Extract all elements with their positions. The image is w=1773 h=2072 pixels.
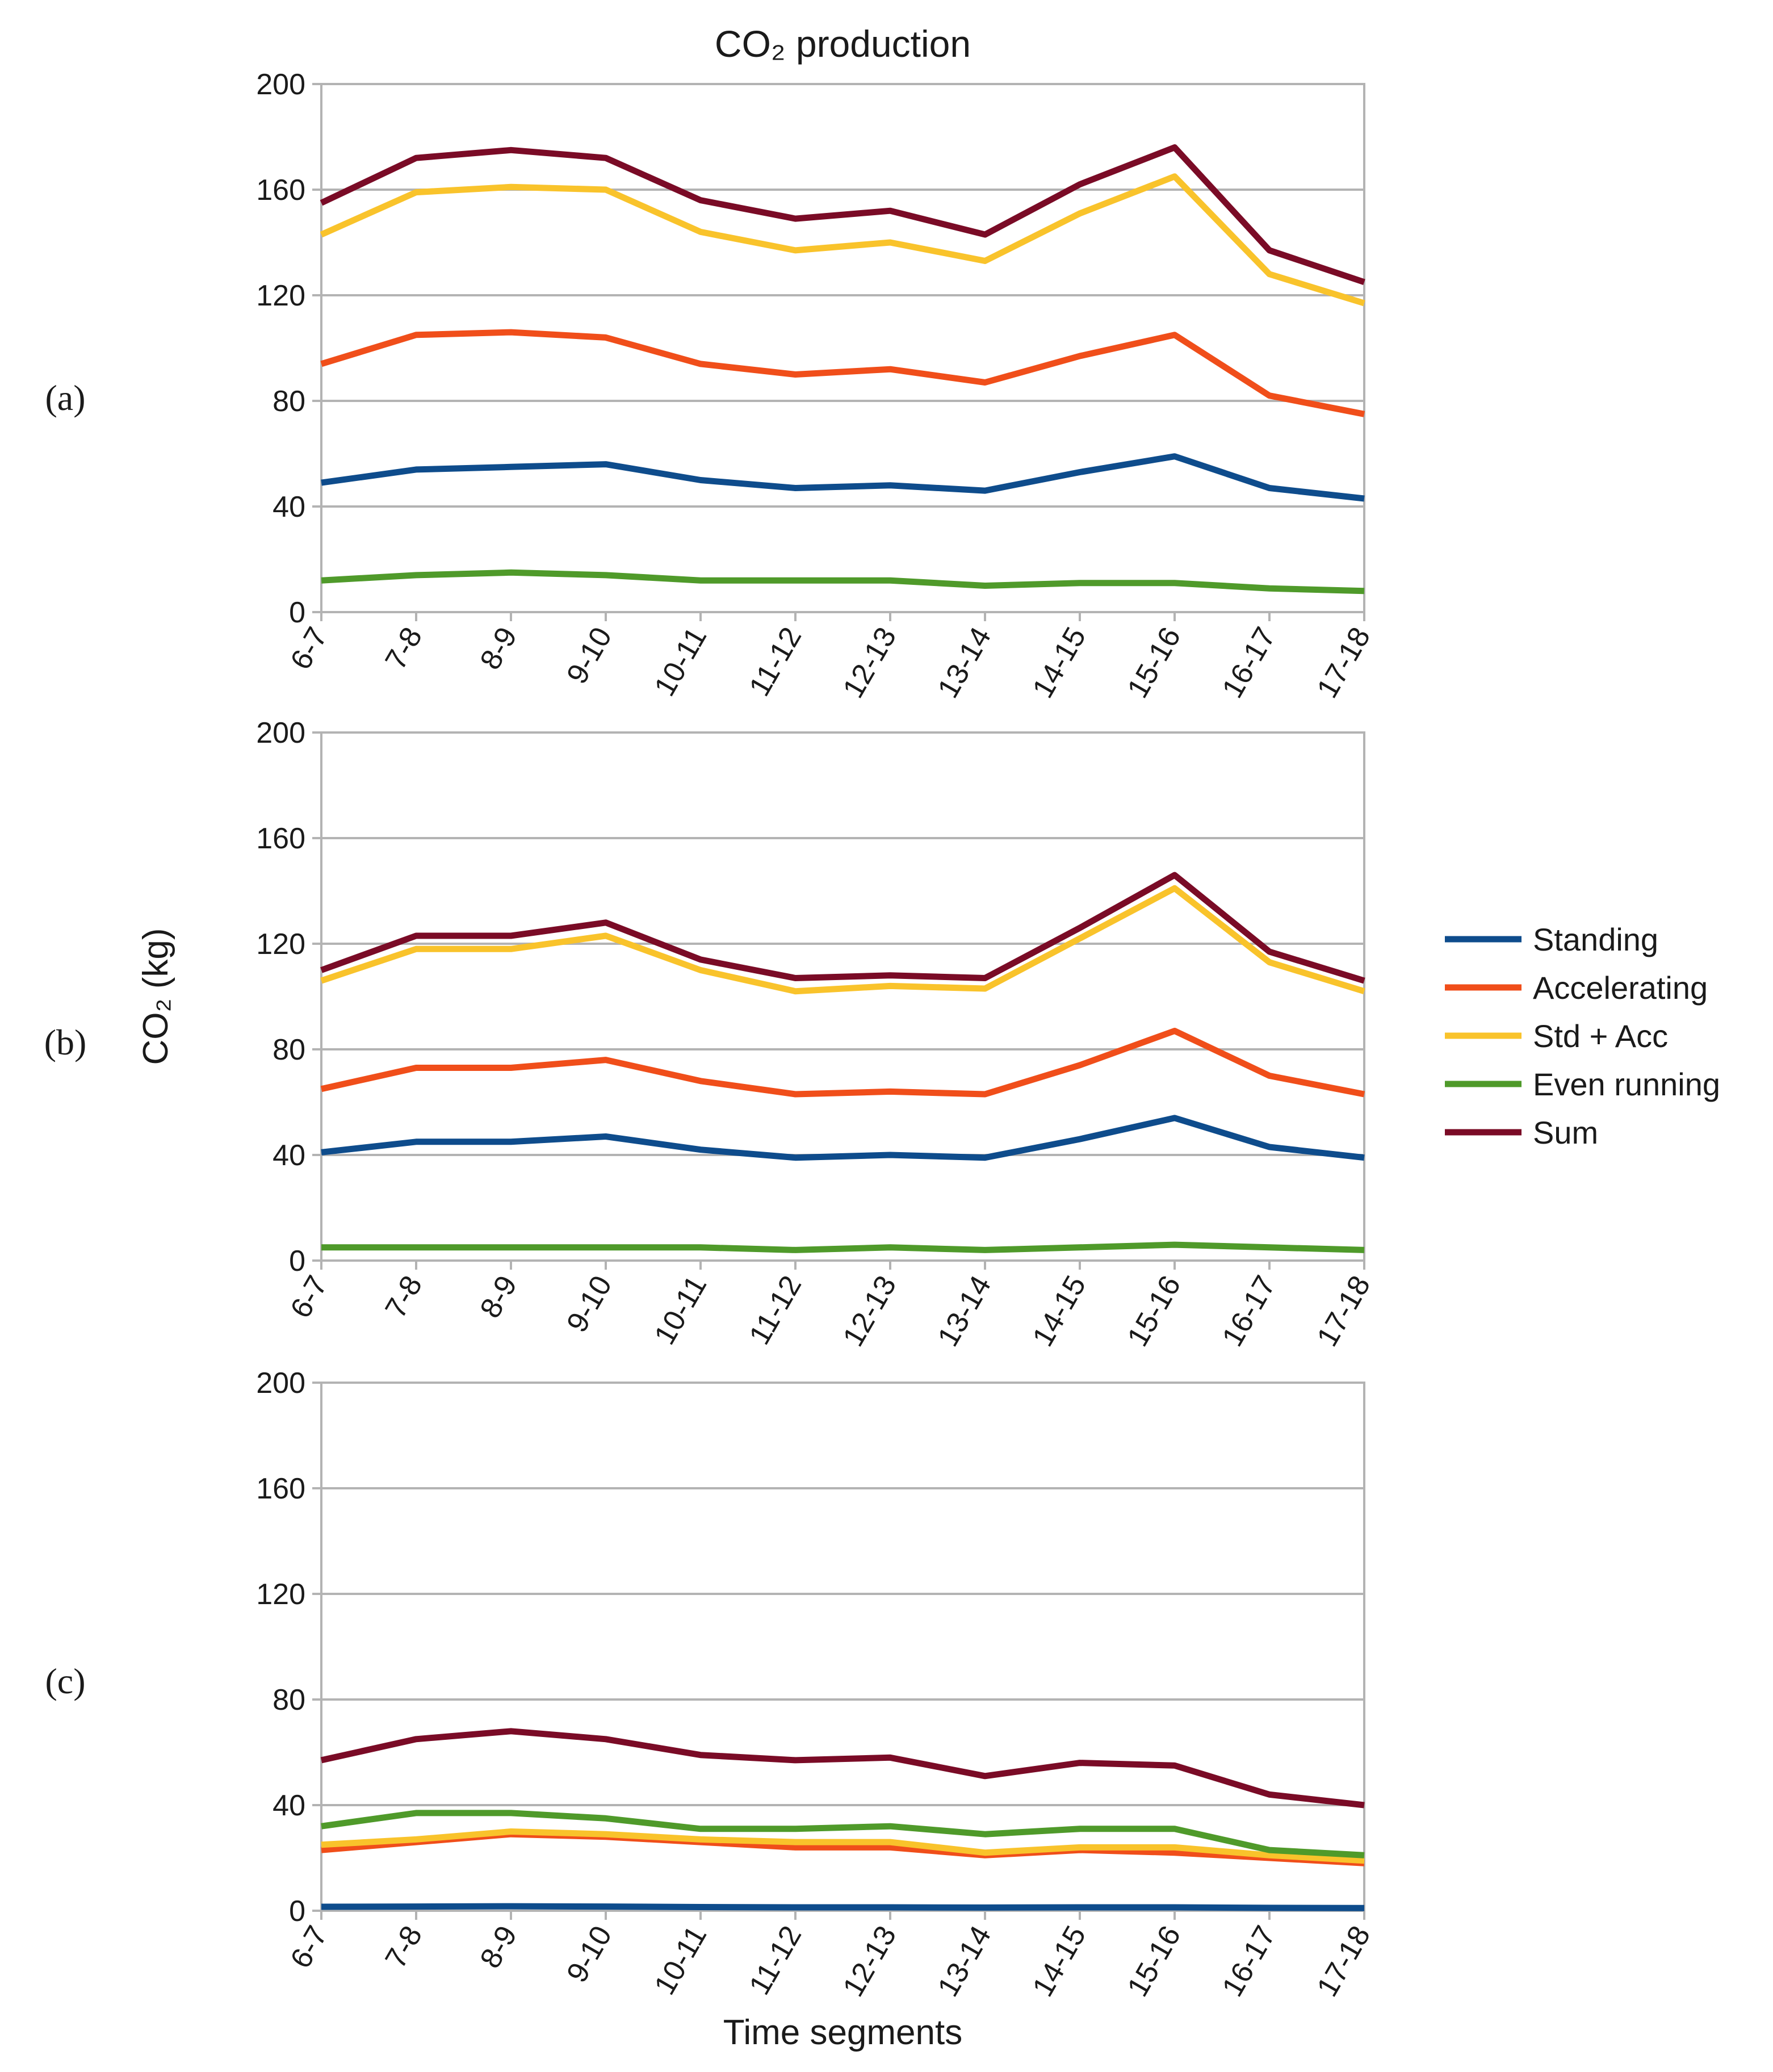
x-tick-label: 8-9	[474, 1270, 524, 1324]
x-tick-label: 9-10	[560, 1270, 618, 1338]
series-line-sum	[320, 1728, 1365, 1809]
x-tick-label: 16-17	[1216, 1920, 1282, 2002]
x-tick-label: 16-17	[1216, 622, 1282, 704]
x-tick-label: 10-11	[648, 1920, 714, 2000]
x-tick-label: 10-11	[648, 622, 714, 702]
series-line-sum	[320, 144, 1365, 286]
x-tick-label: 10-11	[648, 1270, 714, 1350]
panel-label-a: (a)	[45, 378, 85, 418]
plot-frame	[320, 83, 1365, 613]
y-tick-label: 80	[273, 1684, 305, 1717]
series-line-even-running	[321, 569, 1365, 595]
y-axis-label: CO₂ (kg)	[136, 928, 175, 1065]
y-tick-label: 0	[289, 1895, 305, 1928]
y-tick-label: 160	[256, 1472, 305, 1505]
plot-frame	[320, 1382, 1365, 1912]
y-tick-label: 80	[273, 1033, 305, 1066]
legend: Standing Accelerating Std + Acc Even runnin…	[1445, 922, 1720, 1150]
y-tick-label: 200	[256, 1367, 305, 1400]
x-tick-label: 13-14	[932, 1270, 998, 1352]
y-tick-label: 200	[256, 717, 305, 750]
x-tick-label: 7-8	[379, 1920, 429, 1974]
x-tick-label: 6-7	[284, 622, 334, 675]
x-tick-label: 13-14	[932, 622, 998, 704]
x-tick-label: 17-18	[1311, 622, 1377, 704]
series-line-even-running	[321, 1810, 1365, 1858]
x-tick-label: 13-14	[932, 1920, 998, 2002]
series-line-std-acc	[320, 173, 1365, 307]
series-line-accelerating	[320, 329, 1365, 417]
x-tick-label: 14-15	[1026, 1920, 1093, 2002]
series-line-standing	[321, 453, 1365, 502]
y-tick-label: 120	[256, 928, 305, 961]
x-tick-label: 16-17	[1216, 1270, 1282, 1352]
chart-title: CO₂ production	[715, 23, 971, 65]
y-tick-label: 0	[289, 596, 305, 629]
series-line-std-acc	[321, 1828, 1365, 1864]
chart-panel-c: 0 40 80 120 160 200 6-7 7-8 8-9 9-10 10-11 11-12 12-…	[45, 1367, 1377, 2052]
y-tick-label: 80	[273, 385, 305, 418]
chart-panel-a: 0 40 80 120 160 200 6-7 7-8 8-9 9-10 10-11 11-12 12-…	[45, 23, 1377, 704]
x-tick-label: 6-7	[284, 1270, 334, 1324]
x-tick-label: 9-10	[560, 622, 618, 689]
legend-label-standing: Standing	[1533, 922, 1658, 957]
x-tick-label: 14-15	[1026, 1270, 1093, 1352]
x-tick-label: 17-18	[1311, 1270, 1377, 1352]
legend-label-accelerating: Accelerating	[1533, 970, 1708, 1006]
x-tick-label: 11-12	[743, 1920, 808, 2000]
y-tick-label: 200	[256, 68, 305, 101]
x-tick-label: 9-10	[560, 1920, 618, 1988]
series-line-standing	[321, 1903, 1365, 1911]
y-tick-label: 0	[289, 1245, 305, 1278]
series-line-sum	[320, 872, 1365, 984]
x-tick-label: 15-16	[1121, 1920, 1188, 2002]
y-tick-label: 120	[256, 279, 305, 312]
legend-label-sum: Sum	[1533, 1115, 1598, 1150]
panel-label-b: (b)	[44, 1022, 87, 1062]
y-tick-label: 40	[273, 1789, 305, 1822]
x-tick-label: 11-12	[743, 1270, 808, 1350]
y-tick-label: 160	[256, 822, 305, 855]
chart-panel-b: 0 40 80 120 160 200 6-7 7-8 8-9 9-10 10-11 11-12 12-…	[44, 717, 1377, 1352]
series-line-accelerating	[320, 1028, 1365, 1098]
y-tick-label: 40	[273, 1139, 305, 1172]
x-tick-label: 7-8	[379, 1270, 429, 1324]
series-line-std-acc	[320, 885, 1365, 995]
x-tick-label: 15-16	[1121, 622, 1188, 704]
x-tick-label: 7-8	[379, 622, 429, 675]
y-tick-label: 160	[256, 174, 305, 207]
x-tick-label: 8-9	[474, 622, 524, 675]
x-axis-label: Time segments	[723, 2013, 963, 2052]
y-tick-label: 40	[273, 491, 305, 524]
legend-label-std-acc: Std + Acc	[1533, 1018, 1668, 1054]
x-tick-label: 17-18	[1311, 1920, 1377, 2002]
x-tick-label: 12-13	[837, 1920, 903, 2002]
series-line-even-running	[321, 1241, 1365, 1253]
x-tick-label: 11-12	[743, 622, 808, 702]
plot-frame	[320, 731, 1365, 1262]
panel-label-c: (c)	[45, 1661, 85, 1701]
series-line-standing	[321, 1115, 1365, 1161]
x-tick-label: 6-7	[284, 1920, 334, 1974]
y-tick-label: 120	[256, 1578, 305, 1611]
x-tick-label: 12-13	[837, 622, 903, 704]
x-tick-label: 12-13	[837, 1270, 903, 1352]
legend-label-even-running: Even running	[1533, 1066, 1720, 1102]
x-tick-label: 15-16	[1121, 1270, 1188, 1352]
x-tick-label: 8-9	[474, 1920, 524, 1974]
x-tick-label: 14-15	[1026, 622, 1093, 704]
